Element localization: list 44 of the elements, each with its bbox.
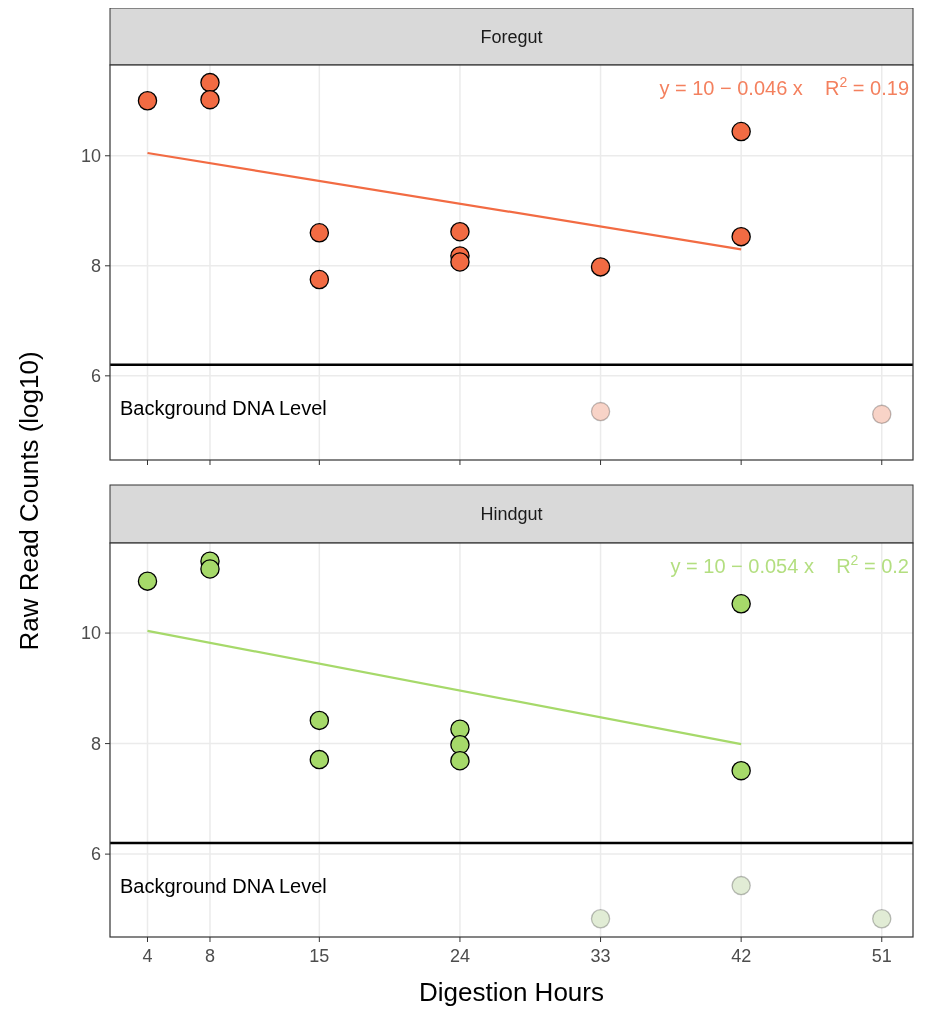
- point: [872, 404, 892, 425]
- y-tick-label: 10: [80, 145, 101, 166]
- y-tick-label: 6: [90, 844, 101, 865]
- point: [590, 909, 611, 929]
- point: [309, 223, 330, 243]
- point: [731, 594, 751, 614]
- y-tick-label: 10: [80, 623, 101, 644]
- point: [137, 91, 158, 111]
- point: [137, 571, 158, 591]
- point: [309, 269, 330, 290]
- point: [590, 401, 611, 422]
- point: [450, 252, 470, 272]
- point: [450, 750, 470, 771]
- chart-title: Hindgut: [480, 504, 543, 524]
- point: [450, 221, 470, 242]
- point: [731, 226, 751, 247]
- chart-title: Foregut: [480, 26, 543, 47]
- x-axis-title: Digestion Hours: [419, 977, 604, 1007]
- point: [309, 710, 330, 731]
- y-axis-title: Raw Read Counts (log10): [14, 351, 44, 651]
- x-tick-label: 15: [309, 946, 330, 966]
- annotation: y = 10 − 0.046 x R$^{2}$ = 0.19: [659, 74, 909, 99]
- ref-line-label: Background DNA Level: [120, 875, 327, 898]
- y-tick-label: 8: [90, 255, 101, 276]
- y-tick-label: 6: [90, 365, 101, 386]
- point: [200, 72, 220, 93]
- point: [731, 760, 751, 781]
- x-tick-label: 33: [590, 946, 611, 966]
- point: [731, 875, 751, 896]
- point: [872, 909, 892, 929]
- point: [200, 89, 220, 110]
- annotation: y = 10 − 0.054 x R$^{2}$ = 0.2: [670, 552, 909, 577]
- point: [450, 734, 470, 755]
- x-tick-label: 4: [142, 946, 153, 966]
- x-tick-label: 51: [871, 946, 892, 966]
- x-tick-label: 24: [449, 946, 470, 966]
- x-tick-label: 8: [204, 946, 215, 966]
- y-tick-label: 8: [90, 733, 101, 754]
- x-tick-label: 42: [731, 946, 752, 966]
- point: [200, 559, 220, 579]
- point: [309, 749, 330, 770]
- point: [731, 121, 751, 142]
- point: [590, 257, 611, 277]
- ref-line-label: Background DNA Level: [120, 396, 327, 419]
